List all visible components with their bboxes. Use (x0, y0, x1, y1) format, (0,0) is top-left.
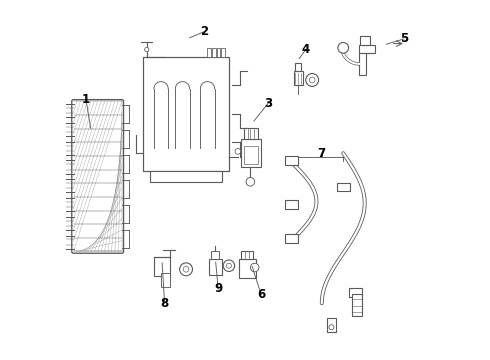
Text: 6: 6 (257, 288, 265, 301)
Text: 7: 7 (318, 147, 326, 160)
Bar (337, 183, 350, 192)
Bar (209, 258, 222, 275)
Bar (212, 48, 216, 57)
Bar (359, 45, 375, 53)
Circle shape (183, 266, 189, 272)
Bar (161, 273, 170, 287)
Bar (352, 294, 362, 316)
Bar (285, 201, 298, 209)
Bar (295, 63, 301, 71)
Bar (143, 57, 229, 171)
Bar (294, 71, 302, 85)
Circle shape (223, 260, 235, 271)
Bar (242, 139, 261, 167)
Bar (244, 128, 258, 139)
Bar (349, 288, 362, 297)
Circle shape (306, 73, 318, 86)
Circle shape (309, 77, 315, 83)
Bar (211, 251, 219, 258)
Bar (327, 318, 336, 332)
Circle shape (329, 325, 334, 330)
Bar (242, 251, 253, 258)
Text: 9: 9 (214, 283, 222, 296)
Circle shape (250, 263, 259, 272)
Text: 4: 4 (302, 43, 310, 56)
Bar (360, 36, 370, 45)
FancyBboxPatch shape (72, 100, 123, 253)
Circle shape (145, 48, 149, 52)
Bar (359, 53, 366, 75)
Text: 5: 5 (400, 32, 408, 45)
Text: 3: 3 (264, 97, 272, 110)
Text: 1: 1 (82, 93, 90, 106)
Circle shape (235, 149, 241, 154)
Circle shape (246, 177, 255, 186)
Bar (207, 48, 211, 57)
Bar (285, 156, 298, 165)
Bar (221, 48, 225, 57)
Circle shape (226, 263, 231, 268)
Bar (150, 171, 222, 182)
Bar (239, 258, 256, 278)
Circle shape (180, 263, 193, 276)
Bar (217, 48, 221, 57)
Bar (154, 257, 170, 276)
Bar (244, 146, 258, 164)
Text: 2: 2 (200, 25, 208, 38)
Bar (285, 234, 298, 243)
Circle shape (338, 42, 348, 53)
Text: 8: 8 (161, 297, 169, 310)
